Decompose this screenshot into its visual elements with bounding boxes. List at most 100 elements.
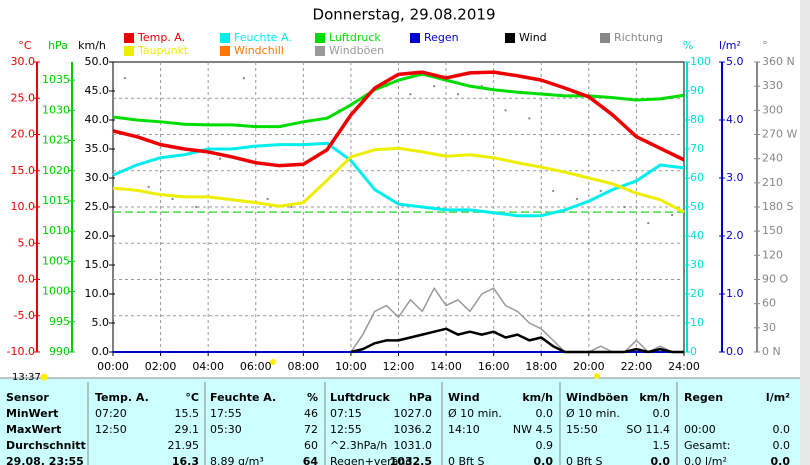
y-tick-label: 1000 xyxy=(42,285,70,298)
x-tick-label: 04:00 xyxy=(192,360,224,373)
table-value: 64 xyxy=(303,455,319,465)
axis-title: hPa xyxy=(48,39,68,52)
y-tick-label: 100 xyxy=(690,55,711,68)
direction-dot xyxy=(123,77,126,80)
y-tick-label: 300 xyxy=(762,103,783,116)
table-cell: 05:30 xyxy=(210,423,242,436)
y-tick-label: 30.0 xyxy=(85,171,110,184)
y-tick-label: 4.0 xyxy=(726,113,744,126)
table-cell: 0 Bft S xyxy=(448,455,485,465)
axis-title: l/m² xyxy=(719,39,741,52)
direction-dot xyxy=(433,85,436,88)
series-line xyxy=(112,146,685,214)
legend-label: Luftdruck xyxy=(329,31,381,44)
x-tick-label: 22:00 xyxy=(621,360,653,373)
axis-title: km/h xyxy=(78,39,106,52)
y-tick-label: 2.0 xyxy=(726,229,744,242)
direction-dot xyxy=(242,77,245,80)
table-header-unit: km/h xyxy=(639,391,670,404)
y-tick-label: 1020 xyxy=(42,164,70,177)
table-value: 0.0 xyxy=(771,455,791,465)
y-tick-label: 150 xyxy=(762,224,783,237)
y-tick-label: 40 xyxy=(690,229,704,242)
table-header: Regen xyxy=(684,391,723,404)
y-tick-label: 360 N xyxy=(762,55,795,68)
y-tick-label: -5.0 xyxy=(14,309,35,322)
side-panel xyxy=(800,0,810,465)
direction-dot xyxy=(290,206,293,208)
series-line xyxy=(350,327,684,354)
y-tick-label: 60 xyxy=(690,171,704,184)
table-cell: 12:55 xyxy=(330,423,362,436)
legend-swatch xyxy=(410,33,420,43)
legend-swatch xyxy=(220,46,230,56)
table-header: Feuchte A. xyxy=(210,391,276,404)
axis-title: ° xyxy=(762,39,768,52)
table-value: 72 xyxy=(304,423,318,436)
x-tick-label: 18:00 xyxy=(525,360,557,373)
x-tick-label: 06:00 xyxy=(240,360,272,373)
sunset-icon xyxy=(594,373,600,379)
direction-dot xyxy=(171,197,174,200)
table-value: 0.0 xyxy=(653,407,671,420)
direction-dot xyxy=(552,189,555,192)
table-cell: 15:50 xyxy=(566,423,598,436)
table-row-label: Durchschnitt xyxy=(6,439,86,452)
table-value: 0.0 xyxy=(536,407,554,420)
axis-title: % xyxy=(683,39,693,52)
x-tick-label: 16:00 xyxy=(478,360,510,373)
legend-swatch xyxy=(124,33,134,43)
table-cell: 17:55 xyxy=(210,407,242,420)
table-header-unit: °C xyxy=(185,391,199,404)
direction-dot xyxy=(195,206,198,208)
direction-dot xyxy=(456,93,459,96)
y-tick-label: 50 xyxy=(690,200,704,213)
table-header: Sensor xyxy=(6,391,49,404)
y-tick-label: 1010 xyxy=(42,224,70,237)
y-tick-label: 90 O xyxy=(762,273,788,286)
table-header-unit: l/m² xyxy=(766,391,790,404)
table-cell: 0 Bft S xyxy=(566,455,603,465)
table-cell: 07:20 xyxy=(95,407,127,420)
legend-label: Regen xyxy=(424,31,459,44)
table-value: 16.3 xyxy=(172,455,199,465)
legend-label: Feuchte A. xyxy=(234,31,292,44)
y-tick-label: 40.0 xyxy=(85,113,110,126)
direction-dot xyxy=(623,206,626,208)
y-tick-label: 1.0 xyxy=(726,287,744,300)
table-cell: 00:00 xyxy=(684,423,716,436)
table-value: 29.1 xyxy=(175,423,200,436)
y-tick-label: 60 xyxy=(762,297,776,310)
direction-dot xyxy=(599,189,602,192)
legend-swatch xyxy=(505,33,515,43)
y-tick-label: 70 xyxy=(690,142,704,155)
y-tick-label: 120 xyxy=(762,248,783,261)
table-value: 0.0 xyxy=(773,439,791,452)
series-line xyxy=(350,287,684,353)
y-tick-label: 0.0 xyxy=(18,273,36,286)
direction-dot xyxy=(504,109,507,112)
legend-label: Taupunkt xyxy=(137,44,189,57)
legend-swatch xyxy=(315,33,325,43)
y-tick-label: 10.0 xyxy=(11,200,36,213)
table-cell: 0.0 l/m² xyxy=(684,455,727,465)
table-row-label: MinWert xyxy=(6,407,58,420)
y-tick-label: 180 S xyxy=(762,200,793,213)
y-tick-label: 0.0 xyxy=(726,345,744,358)
y-tick-label: 1035 xyxy=(42,73,70,86)
y-tick-label: 330 xyxy=(762,79,783,92)
y-tick-label: 15.0 xyxy=(11,164,36,177)
table-header-unit: km/h xyxy=(522,391,553,404)
table-value: 15.5 xyxy=(175,407,200,420)
table-cell: 07:15 xyxy=(330,407,362,420)
y-tick-label: 80 xyxy=(690,113,704,126)
y-tick-label: 20.0 xyxy=(85,229,110,242)
y-tick-label: 5.0 xyxy=(92,316,110,329)
y-tick-label: 990 xyxy=(49,345,70,358)
direction-dot xyxy=(575,197,578,200)
x-tick-label: 10:00 xyxy=(335,360,367,373)
table-value: SO 11.4 xyxy=(626,423,670,436)
table-value: 21.95 xyxy=(168,439,200,452)
x-tick-label: 08:00 xyxy=(287,360,319,373)
